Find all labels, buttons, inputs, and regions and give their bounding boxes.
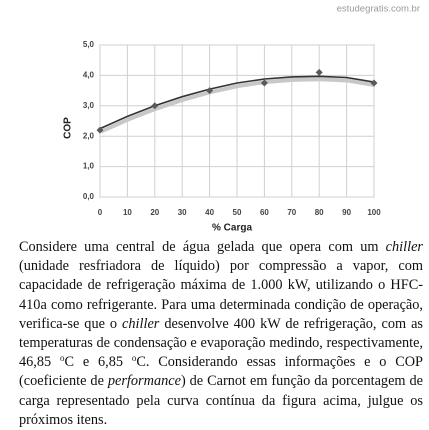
y-tick-label: 0,0 bbox=[83, 192, 95, 201]
x-tick-label: 0 bbox=[98, 208, 103, 217]
x-tick-label: 70 bbox=[287, 208, 296, 217]
x-tick-label: 20 bbox=[150, 208, 159, 217]
data-point bbox=[96, 126, 104, 134]
x-tick-label: 80 bbox=[315, 208, 324, 217]
data-point bbox=[206, 87, 214, 95]
page: {"watermark": "estudegratis.com.br", "ch… bbox=[19, 3, 424, 428]
x-tick-label: 90 bbox=[342, 208, 351, 217]
figure: estudegratis.com.br % Carga COP 0,0 1,0 2,… bbox=[63, 4, 420, 234]
y-tick-label: 4,0 bbox=[83, 71, 95, 80]
y-tick-label: 2,0 bbox=[83, 131, 95, 140]
text-run: desenvolve 400 kW de refrigeração, com a… bbox=[19, 315, 423, 371]
question-text: Considere uma central de água gelada que… bbox=[19, 238, 423, 430]
x-tick-label: 30 bbox=[178, 208, 187, 217]
text-run: C e 6,85 bbox=[64, 354, 132, 371]
data-point bbox=[315, 68, 323, 76]
x-axis-title: % Carga bbox=[212, 223, 252, 234]
text-run: chiller bbox=[122, 315, 160, 332]
data-point bbox=[151, 102, 159, 110]
y-tick-label: 3,0 bbox=[83, 101, 95, 110]
data-point bbox=[370, 79, 378, 87]
x-tick-label: 60 bbox=[260, 208, 269, 217]
x-tick-label: 50 bbox=[233, 208, 242, 217]
watermark: estudegratis.com.br bbox=[337, 4, 420, 15]
curve bbox=[99, 75, 375, 130]
curve-shadow bbox=[100, 77, 376, 134]
text-run: performance bbox=[107, 373, 181, 390]
data-point bbox=[260, 79, 268, 87]
y-axis-title: COP bbox=[63, 117, 74, 139]
text-run: chiller bbox=[385, 239, 423, 255]
text-run: (unidade resfriadora de líquido) por com… bbox=[19, 258, 423, 332]
text-run: C. Considerando essas informações e o CO… bbox=[19, 354, 424, 390]
x-tick-label: 10 bbox=[123, 208, 132, 217]
text-run: o bbox=[131, 353, 137, 364]
x-tick-label: 40 bbox=[205, 208, 214, 217]
text-run: o bbox=[59, 353, 65, 364]
x-tick-label: 100 bbox=[367, 208, 381, 217]
y-tick-label: 5,0 bbox=[83, 40, 95, 49]
text-run: Considere uma central de água gelada que… bbox=[19, 239, 386, 255]
y-tick-label: 1,0 bbox=[83, 162, 95, 171]
